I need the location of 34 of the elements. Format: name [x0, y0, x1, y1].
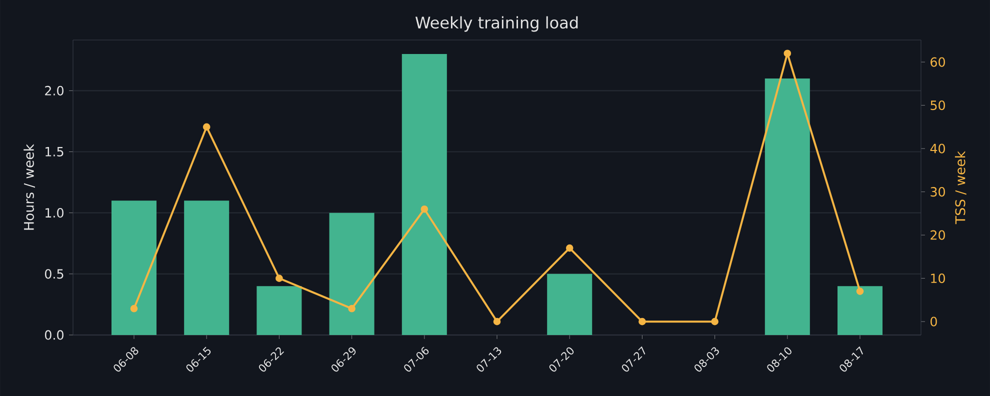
bar — [184, 200, 230, 335]
point — [420, 205, 428, 213]
y-tick-label: 0.0 — [44, 330, 64, 340]
bar — [764, 78, 810, 335]
y-tick-label: 2.0 — [45, 86, 64, 96]
bar — [329, 212, 374, 335]
point — [202, 123, 210, 131]
y2-tick-label: 50 — [930, 100, 945, 110]
bar — [547, 274, 592, 335]
y-tick-label: 1.5 — [46, 147, 64, 156]
point — [638, 318, 646, 326]
bar — [256, 286, 302, 335]
point — [276, 274, 283, 282]
bar — [111, 200, 157, 335]
chart-title: Weekly training load — [415, 16, 578, 32]
point — [566, 244, 574, 252]
point — [784, 50, 792, 58]
y2-tick-label: 60 — [930, 57, 945, 67]
point — [493, 318, 501, 326]
y2-tick-label: 30 — [930, 187, 945, 197]
y-axis-title: Hours / week — [24, 144, 35, 230]
point — [856, 288, 864, 295]
y2-axis-title: TSS / week — [954, 150, 966, 224]
y2-tick-label: 10 — [931, 274, 945, 284]
bar — [838, 286, 883, 335]
point — [348, 304, 356, 312]
y2-tick-label: 0 — [930, 316, 937, 326]
y2-tick-label: 40 — [930, 144, 945, 154]
y2-tick-label: 20 — [930, 230, 945, 240]
point — [130, 304, 138, 312]
y-tick-label: 0.5 — [44, 269, 64, 279]
bar — [402, 54, 447, 335]
point — [711, 318, 718, 326]
y-tick-label: 1.0 — [46, 208, 64, 218]
